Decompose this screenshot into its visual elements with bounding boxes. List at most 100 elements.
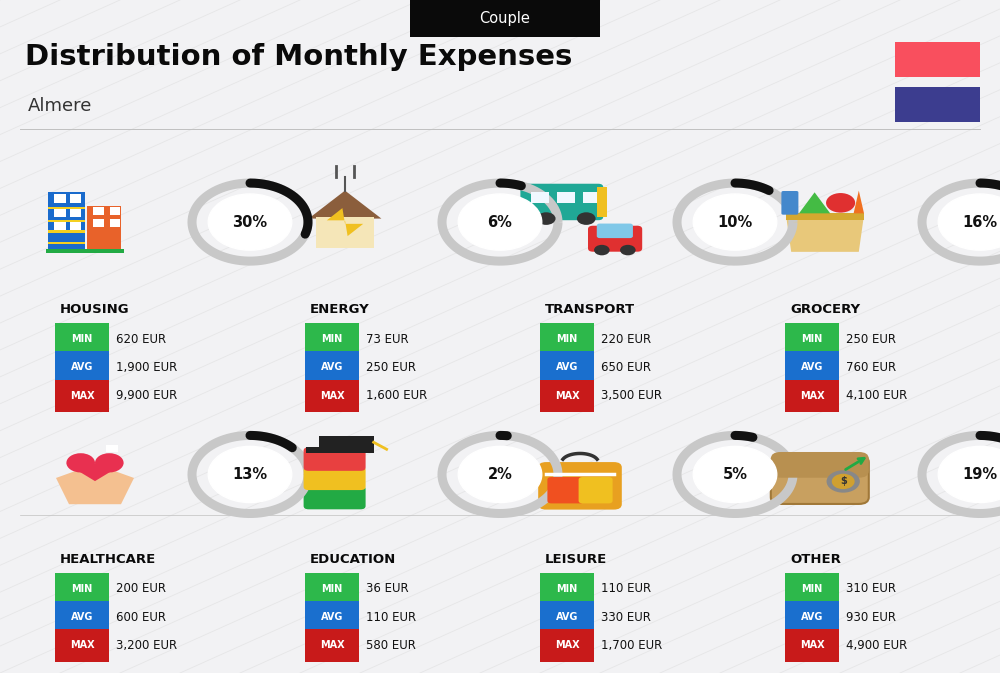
Text: 200 EUR: 200 EUR xyxy=(116,582,166,596)
FancyBboxPatch shape xyxy=(48,192,85,252)
Circle shape xyxy=(938,446,1000,503)
Text: MIN: MIN xyxy=(321,584,343,594)
Text: 4,900 EUR: 4,900 EUR xyxy=(846,639,907,652)
FancyBboxPatch shape xyxy=(410,0,600,37)
Text: Distribution of Monthly Expenses: Distribution of Monthly Expenses xyxy=(25,43,572,71)
Circle shape xyxy=(693,446,777,503)
Text: Almere: Almere xyxy=(28,98,92,115)
FancyBboxPatch shape xyxy=(319,436,374,447)
Text: 2%: 2% xyxy=(488,467,512,482)
FancyBboxPatch shape xyxy=(110,207,120,215)
Text: MIN: MIN xyxy=(71,584,93,594)
FancyBboxPatch shape xyxy=(597,223,633,238)
FancyBboxPatch shape xyxy=(54,194,66,203)
Polygon shape xyxy=(56,464,134,504)
Text: AVG: AVG xyxy=(71,612,93,622)
FancyBboxPatch shape xyxy=(54,208,66,217)
Text: 250 EUR: 250 EUR xyxy=(366,361,416,374)
FancyBboxPatch shape xyxy=(771,452,869,478)
FancyBboxPatch shape xyxy=(55,351,109,384)
Text: 930 EUR: 930 EUR xyxy=(846,610,896,624)
Text: OTHER: OTHER xyxy=(790,553,841,567)
Text: 16%: 16% xyxy=(962,215,998,229)
FancyBboxPatch shape xyxy=(771,456,869,504)
Polygon shape xyxy=(786,215,864,252)
Text: 36 EUR: 36 EUR xyxy=(366,582,409,596)
FancyBboxPatch shape xyxy=(538,462,622,509)
FancyBboxPatch shape xyxy=(785,323,839,355)
Text: AVG: AVG xyxy=(321,363,343,372)
FancyBboxPatch shape xyxy=(305,323,359,355)
Text: 250 EUR: 250 EUR xyxy=(846,332,896,346)
Text: MAX: MAX xyxy=(555,391,579,400)
Text: 4,100 EUR: 4,100 EUR xyxy=(846,389,907,402)
FancyBboxPatch shape xyxy=(597,187,607,217)
FancyBboxPatch shape xyxy=(305,601,359,633)
FancyBboxPatch shape xyxy=(785,629,839,662)
Text: MAX: MAX xyxy=(800,641,824,650)
Text: MAX: MAX xyxy=(320,391,344,400)
Text: AVG: AVG xyxy=(71,363,93,372)
Circle shape xyxy=(208,194,292,250)
FancyBboxPatch shape xyxy=(781,191,798,215)
FancyBboxPatch shape xyxy=(305,351,359,384)
FancyBboxPatch shape xyxy=(785,601,839,633)
Circle shape xyxy=(95,453,124,472)
FancyBboxPatch shape xyxy=(304,486,366,509)
FancyBboxPatch shape xyxy=(48,207,85,209)
Text: AVG: AVG xyxy=(556,363,578,372)
FancyBboxPatch shape xyxy=(54,221,66,231)
FancyBboxPatch shape xyxy=(70,221,81,231)
FancyBboxPatch shape xyxy=(304,448,366,471)
FancyBboxPatch shape xyxy=(520,184,603,220)
Circle shape xyxy=(577,212,596,225)
FancyBboxPatch shape xyxy=(93,207,104,215)
FancyBboxPatch shape xyxy=(46,249,124,253)
Text: AVG: AVG xyxy=(801,363,823,372)
Text: EDUCATION: EDUCATION xyxy=(310,553,396,567)
FancyBboxPatch shape xyxy=(588,225,642,252)
Text: MIN: MIN xyxy=(801,584,823,594)
Text: 760 EUR: 760 EUR xyxy=(846,361,896,374)
Circle shape xyxy=(594,245,610,255)
FancyBboxPatch shape xyxy=(895,87,980,122)
Text: MIN: MIN xyxy=(556,584,578,594)
FancyBboxPatch shape xyxy=(55,323,109,355)
FancyBboxPatch shape xyxy=(304,466,366,490)
Text: HOUSING: HOUSING xyxy=(60,303,130,316)
Text: MAX: MAX xyxy=(320,641,344,650)
FancyBboxPatch shape xyxy=(106,445,118,452)
FancyBboxPatch shape xyxy=(531,192,549,203)
FancyBboxPatch shape xyxy=(305,573,359,605)
FancyBboxPatch shape xyxy=(55,601,109,633)
FancyBboxPatch shape xyxy=(547,477,584,503)
Text: 13%: 13% xyxy=(232,467,268,482)
Text: GROCERY: GROCERY xyxy=(790,303,860,316)
FancyBboxPatch shape xyxy=(540,629,594,662)
Text: MAX: MAX xyxy=(800,391,824,400)
Polygon shape xyxy=(319,436,374,447)
Text: 1,700 EUR: 1,700 EUR xyxy=(601,639,662,652)
FancyBboxPatch shape xyxy=(540,351,594,384)
Text: 110 EUR: 110 EUR xyxy=(366,610,416,624)
Text: AVG: AVG xyxy=(801,612,823,622)
Text: MIN: MIN xyxy=(556,334,578,344)
FancyBboxPatch shape xyxy=(110,219,120,227)
FancyBboxPatch shape xyxy=(583,192,601,203)
Text: MIN: MIN xyxy=(321,334,343,344)
Text: 1,600 EUR: 1,600 EUR xyxy=(366,389,427,402)
Text: 9,900 EUR: 9,900 EUR xyxy=(116,389,177,402)
Text: AVG: AVG xyxy=(321,612,343,622)
Text: MIN: MIN xyxy=(801,334,823,344)
Text: 580 EUR: 580 EUR xyxy=(366,639,416,652)
FancyBboxPatch shape xyxy=(70,208,81,217)
FancyBboxPatch shape xyxy=(48,220,85,222)
Text: 330 EUR: 330 EUR xyxy=(601,610,651,624)
FancyBboxPatch shape xyxy=(305,380,359,412)
Text: 3,200 EUR: 3,200 EUR xyxy=(116,639,177,652)
FancyBboxPatch shape xyxy=(540,573,594,605)
Text: LEISURE: LEISURE xyxy=(545,553,607,567)
Polygon shape xyxy=(66,464,124,481)
FancyBboxPatch shape xyxy=(55,380,109,412)
Text: MAX: MAX xyxy=(70,391,94,400)
